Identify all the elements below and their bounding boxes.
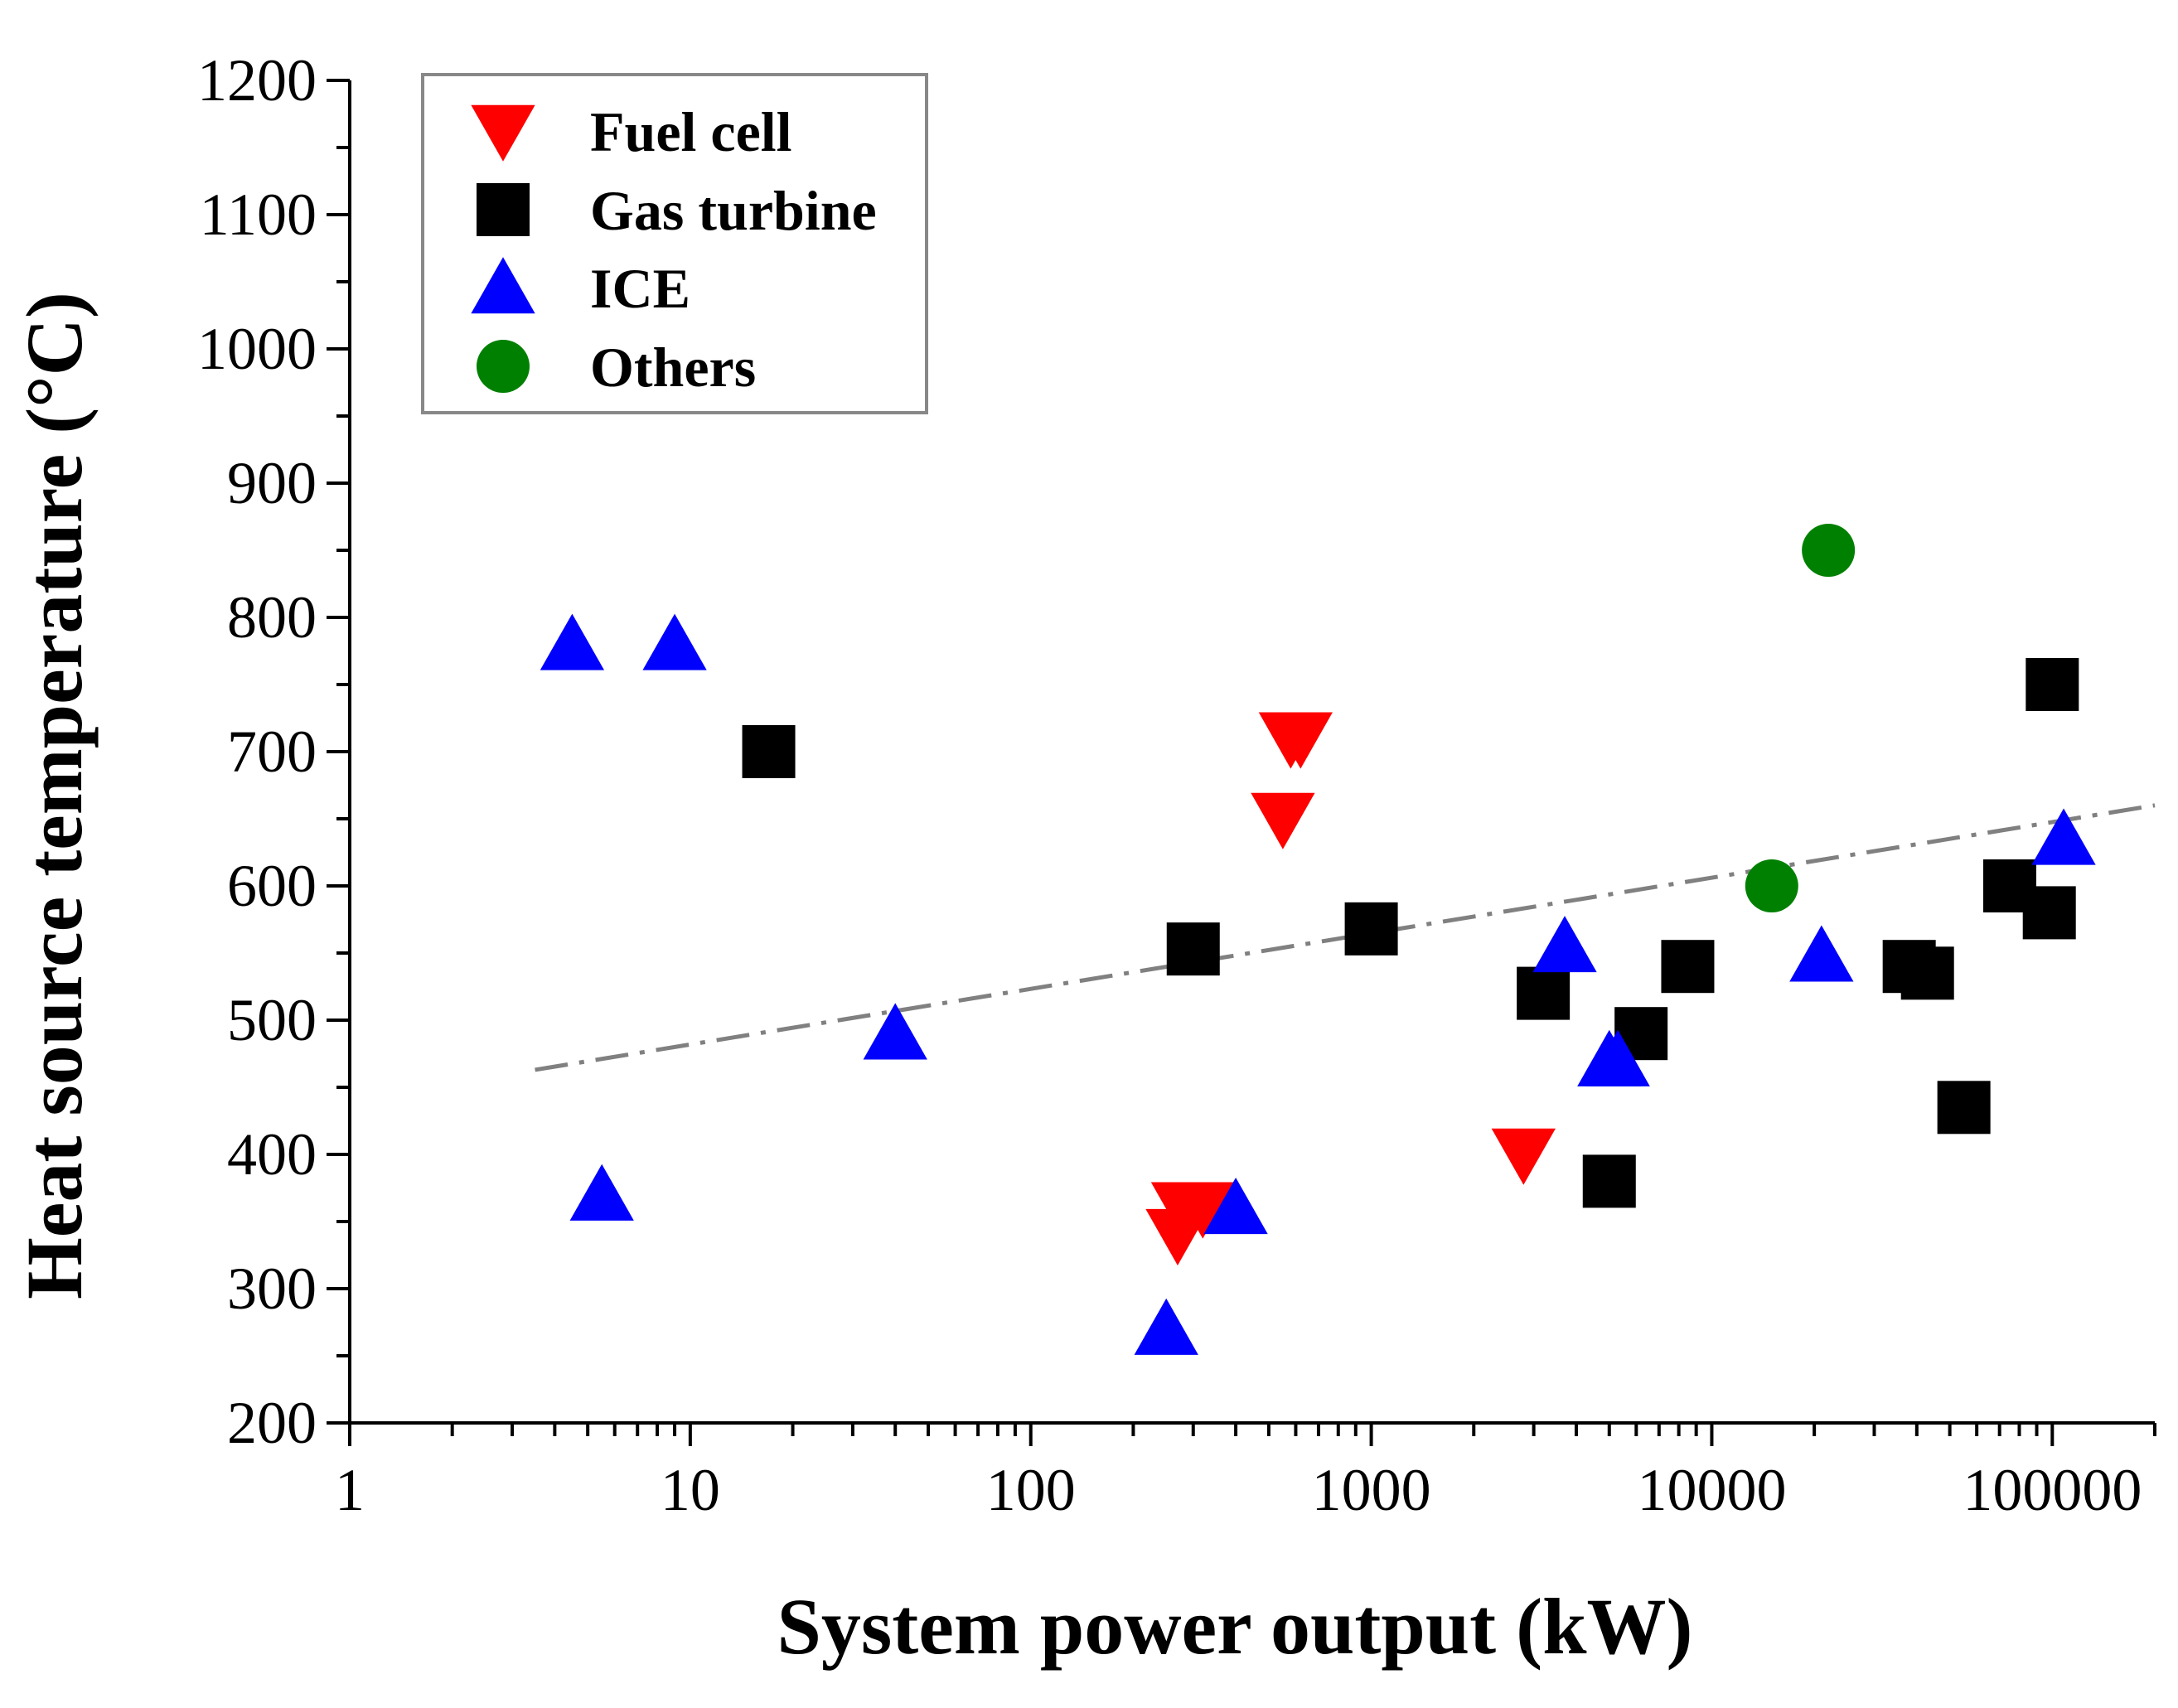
others-point: [1745, 859, 1798, 912]
x-axis-ticks: 1 10 100 1000 10000 100000: [335, 1423, 2156, 1523]
legend-others-label: Others: [590, 336, 756, 399]
x-tick-label: 10: [661, 1457, 720, 1523]
gas-turbine-point: [1582, 1154, 1636, 1208]
y-tick-label: 200: [227, 1390, 317, 1456]
gas-turbine-point: [2026, 658, 2079, 711]
fuel-cell-point: [1170, 1182, 1235, 1239]
ice-point: [863, 1003, 927, 1060]
gas-turbine-point: [1517, 966, 1571, 1020]
y-tick-label: 900: [227, 450, 317, 516]
y-axis-title: Heat source temperature (°C): [10, 292, 99, 1299]
y-tick-label: 800: [227, 584, 317, 651]
legend-gas-turbine-marker: [477, 183, 530, 236]
gas-turbine-point: [742, 725, 796, 778]
x-tick-label: 100000: [1963, 1457, 2142, 1523]
fuel-cell-point: [1251, 792, 1315, 849]
x-tick-label: 10000: [1637, 1457, 1786, 1523]
fuel-cell-point: [1145, 1208, 1210, 1265]
y-tick-label: 300: [227, 1256, 317, 1322]
fuel-cell-point: [1491, 1128, 1556, 1185]
legend-ice-label: ICE: [590, 257, 690, 320]
ice-point: [1134, 1298, 1198, 1355]
data-points: [540, 524, 2096, 1355]
y-tick-label: 400: [227, 1121, 317, 1188]
y-tick-label: 1200: [197, 47, 317, 114]
x-tick-label: 1000: [1312, 1457, 1431, 1523]
gas-turbine-point: [2022, 886, 2076, 940]
gas-turbine-point: [1166, 922, 1220, 976]
ice-point: [2031, 808, 2096, 865]
ice-point: [1532, 916, 1597, 973]
legend-gas-turbine-label: Gas turbine: [590, 179, 877, 242]
legend-fuel-cell-label: Fuel cell: [590, 100, 792, 163]
y-tick-label: 1100: [200, 181, 317, 248]
ice-point: [540, 613, 605, 670]
y-tick-label: 500: [227, 987, 317, 1053]
x-tick-label: 100: [986, 1457, 1076, 1523]
legend: Fuel cell Gas turbine ICE Others: [421, 73, 928, 414]
others-point: [1802, 524, 1856, 577]
fuel-cell-point: [1268, 712, 1333, 769]
x-axis-title: System power output (kW): [777, 1582, 1693, 1671]
legend-others-marker: [477, 340, 530, 393]
ice-point: [569, 1164, 634, 1221]
y-axis-ticks: 200 300 400 500 600 700 800 900 1000 1100 1200: [197, 47, 350, 1456]
ice-point: [1203, 1178, 1268, 1235]
y-tick-label: 700: [227, 719, 317, 785]
gas-turbine-point: [1661, 940, 1715, 994]
gas-turbine-point: [1344, 902, 1398, 956]
legend-fuel-cell-marker: [471, 104, 535, 162]
ice-point: [1585, 1029, 1650, 1086]
gas-turbine-point: [1937, 1081, 1991, 1135]
x-tick-label: 1: [335, 1457, 365, 1523]
ice-point: [642, 613, 707, 670]
y-tick-label: 1000: [197, 316, 317, 382]
gas-turbine-point: [1900, 946, 1954, 1000]
ice-point: [1789, 925, 1854, 982]
y-tick-label: 600: [227, 853, 317, 919]
legend-ice-marker: [471, 257, 535, 314]
